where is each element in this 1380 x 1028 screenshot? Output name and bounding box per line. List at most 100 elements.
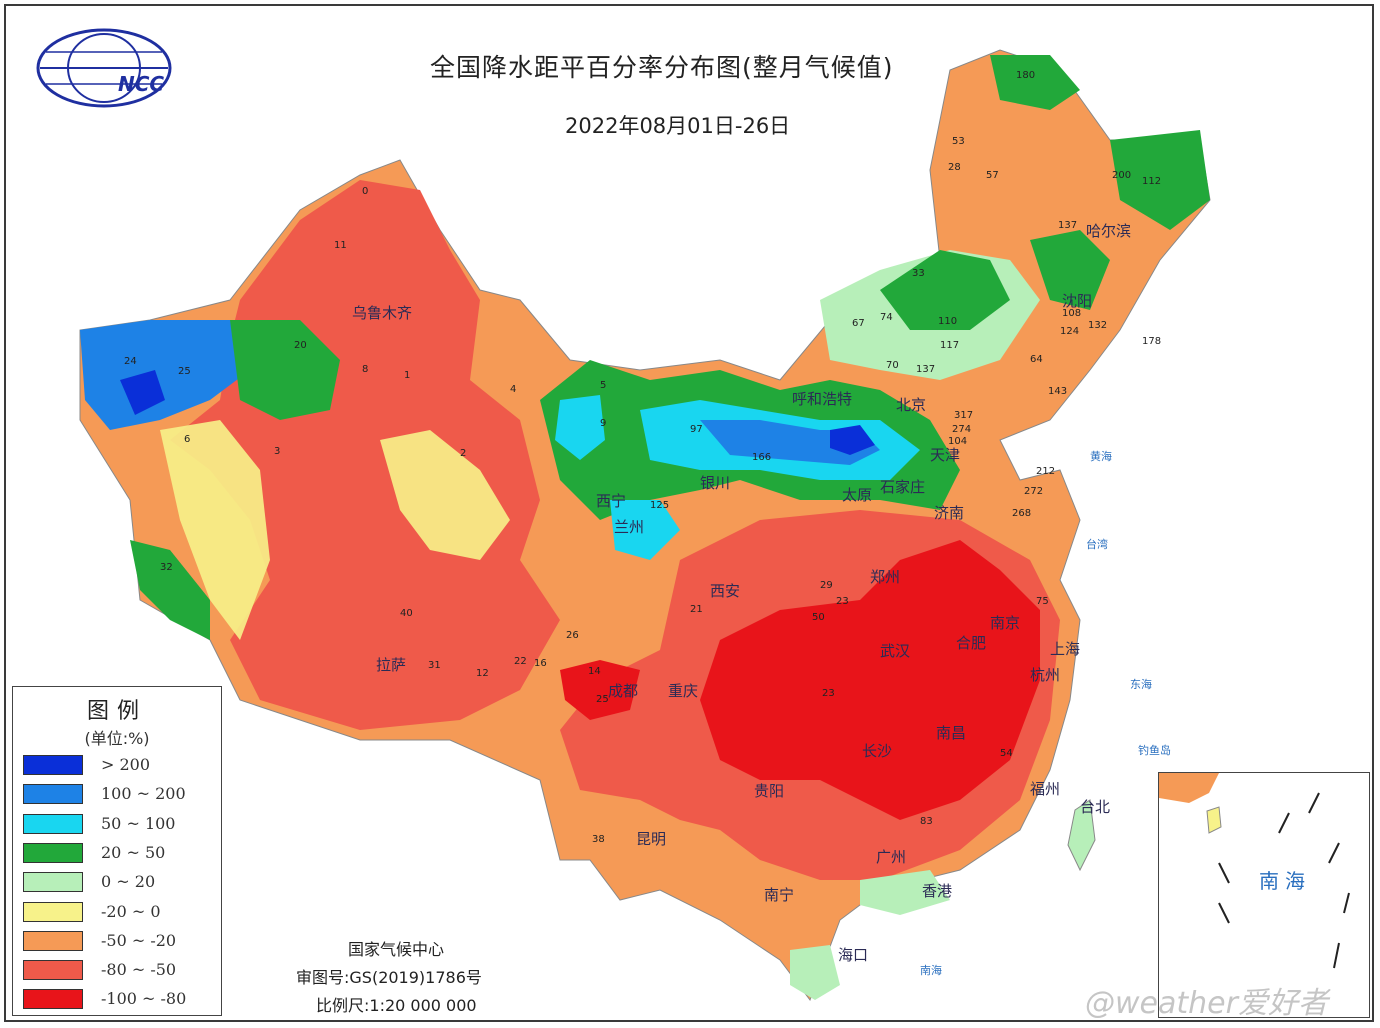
station-value: 212 bbox=[1036, 466, 1056, 477]
region-lightgreen-guangdong bbox=[860, 870, 950, 915]
station-value: 12 bbox=[476, 668, 489, 679]
station-value: 104 bbox=[948, 436, 968, 447]
region-green-ne bbox=[880, 250, 1010, 330]
station-value: 8 bbox=[362, 364, 369, 375]
region-yellow-west bbox=[160, 420, 270, 640]
region-darkred-central bbox=[700, 540, 1040, 820]
station-value: 132 bbox=[1088, 320, 1108, 331]
city-label: 兰州 bbox=[614, 518, 645, 536]
inset-label: 南海 bbox=[1259, 869, 1311, 893]
legend-title: 图例 bbox=[86, 699, 147, 724]
city-label: 长沙 bbox=[862, 742, 893, 760]
ncc-logo: NCC bbox=[36, 22, 172, 108]
legend-swatch bbox=[23, 784, 83, 805]
legend-swatch bbox=[23, 842, 83, 863]
region-taiwan bbox=[1067, 799, 1096, 872]
credit-agency: 国家气候中心 bbox=[348, 940, 445, 959]
legend-label: > 200 bbox=[101, 755, 151, 774]
city-label: 西安 bbox=[710, 582, 741, 600]
region-blue-west bbox=[80, 320, 250, 430]
station-value: 137 bbox=[916, 364, 936, 375]
city-label: 银川 bbox=[700, 474, 731, 492]
station-value: 21 bbox=[690, 604, 703, 615]
map-title: 全国降水距平百分率分布图(整月气候值) bbox=[430, 53, 894, 82]
station-value: 110 bbox=[938, 316, 958, 327]
city-label: 重庆 bbox=[668, 682, 699, 700]
station-value: 31 bbox=[428, 660, 441, 671]
region-yellow-mid bbox=[380, 430, 510, 560]
station-value: 137 bbox=[1058, 220, 1078, 231]
station-value: 57 bbox=[986, 170, 999, 181]
inset-map bbox=[1159, 773, 1350, 969]
station-value: 5 bbox=[600, 380, 607, 391]
city-label: 香港 bbox=[922, 882, 953, 900]
station-value: 3 bbox=[274, 446, 281, 457]
legend-label: 100 ~ 200 bbox=[101, 784, 186, 804]
station-value: 53 bbox=[952, 136, 965, 147]
city-label: 北京 bbox=[896, 396, 927, 414]
city-label: 成都 bbox=[608, 682, 639, 700]
legend-swatch bbox=[23, 960, 83, 981]
region-cyan-qinghai bbox=[610, 500, 680, 560]
legend-row: > 200 bbox=[23, 755, 213, 777]
city-label: 海口 bbox=[838, 946, 869, 964]
station-value: 20 bbox=[294, 340, 307, 351]
station-value: 108 bbox=[1062, 308, 1082, 319]
station-value: 70 bbox=[886, 360, 899, 371]
station-value: 50 bbox=[812, 612, 825, 623]
station-value: 112 bbox=[1142, 176, 1162, 187]
station-value: 54 bbox=[1000, 748, 1013, 759]
station-value: 268 bbox=[1012, 508, 1032, 519]
station-value: 166 bbox=[752, 452, 772, 463]
sea-label: 钓鱼岛 bbox=[1138, 744, 1171, 757]
region-lightgreen-hainan bbox=[790, 945, 840, 1000]
station-value: 14 bbox=[588, 666, 601, 677]
legend-swatch bbox=[23, 755, 83, 775]
station-value: 26 bbox=[566, 630, 579, 641]
station-value: 74 bbox=[880, 312, 893, 323]
station-value: 4 bbox=[510, 384, 517, 395]
city-label: 拉萨 bbox=[376, 656, 407, 674]
legend-label: -50 ~ -20 bbox=[101, 930, 177, 950]
region-green-ne2 bbox=[1030, 230, 1110, 310]
city-label: 太原 bbox=[842, 486, 873, 504]
region-red-west bbox=[170, 180, 560, 730]
station-value: 28 bbox=[948, 162, 961, 173]
city-label: 南宁 bbox=[764, 886, 795, 904]
credit-scale: 比例尺:1:20 000 000 bbox=[316, 996, 477, 1015]
station-value: 16 bbox=[534, 658, 547, 669]
station-value: 200 bbox=[1112, 170, 1132, 181]
city-label: 杭州 bbox=[1030, 666, 1061, 684]
legend-row: 0 ~ 20 bbox=[23, 872, 213, 894]
sea-label: 台湾 bbox=[1086, 538, 1108, 551]
station-value: 11 bbox=[334, 240, 347, 251]
station-value: 2 bbox=[460, 448, 467, 459]
city-label: 西宁 bbox=[596, 492, 627, 510]
legend-row: -20 ~ 0 bbox=[23, 901, 213, 924]
city-label: 上海 bbox=[1050, 640, 1081, 658]
station-value: 22 bbox=[514, 656, 527, 667]
region-green-top bbox=[990, 55, 1080, 110]
station-value: 23 bbox=[822, 688, 835, 699]
station-value: 117 bbox=[940, 340, 960, 351]
station-value: 125 bbox=[650, 500, 670, 511]
city-label: 南昌 bbox=[936, 724, 967, 742]
legend-label: 20 ~ 50 bbox=[101, 842, 166, 862]
legend-row: -100 ~ -80 bbox=[23, 989, 213, 1011]
city-label: 天津 bbox=[930, 446, 961, 464]
legend-swatch bbox=[23, 813, 83, 834]
city-label: 武汉 bbox=[880, 642, 911, 660]
station-value: 317 bbox=[954, 410, 974, 421]
legend-swatch bbox=[23, 872, 83, 893]
credit-review-number: 审图号:GS(2019)1786号 bbox=[296, 968, 482, 987]
legend-label: 0 ~ 20 bbox=[101, 872, 156, 892]
station-value: 25 bbox=[596, 694, 609, 705]
logo-text: NCC bbox=[118, 72, 165, 96]
sea-label: 南海 bbox=[920, 964, 942, 977]
city-label: 昆明 bbox=[636, 830, 667, 848]
station-value: 33 bbox=[912, 268, 925, 279]
station-value: 24 bbox=[124, 356, 137, 367]
legend-row: -50 ~ -20 bbox=[23, 930, 213, 953]
map-date-range: 2022年08月01日-26日 bbox=[565, 114, 791, 138]
